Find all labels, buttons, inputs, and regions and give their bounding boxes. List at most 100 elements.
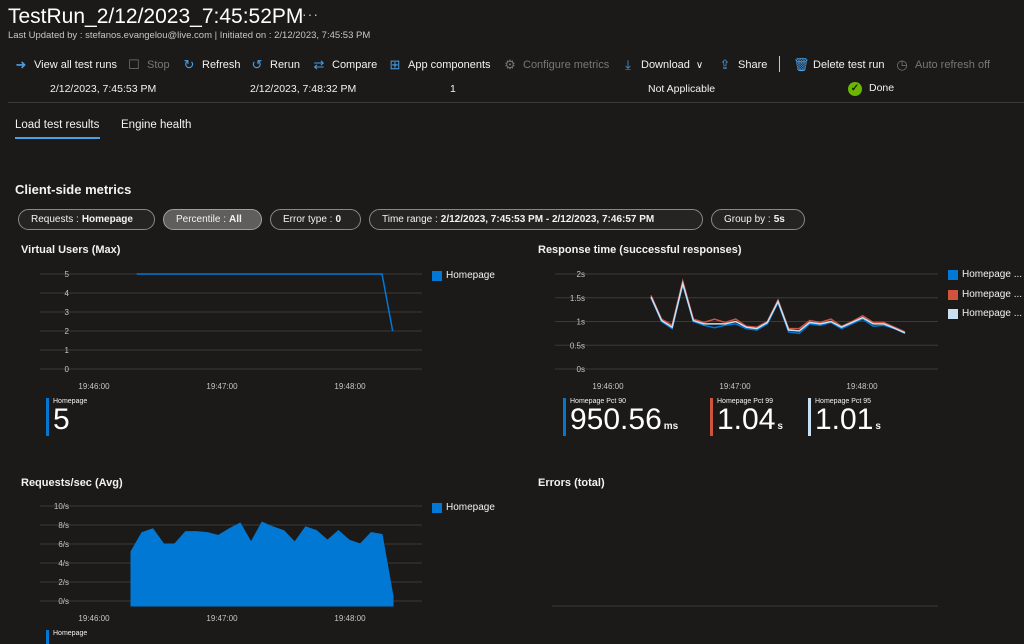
download-icon: ⤓ xyxy=(625,57,631,72)
refresh-button[interactable]: ↻ Refresh xyxy=(182,56,241,74)
rps-stat-bar xyxy=(46,630,49,644)
run-subtitle: Last Updated by : stefanos.evangelou@liv… xyxy=(8,30,371,41)
rt-legend-label-2: Homepage ... xyxy=(962,289,1023,300)
tab-engine-health[interactable]: Engine health xyxy=(121,119,192,131)
rt-series-line-1 xyxy=(650,281,906,335)
filter-group-by-value: 5s xyxy=(773,214,785,225)
check-circle-icon: ✓ xyxy=(848,82,862,96)
rt-stat-p95-unit: s xyxy=(875,421,881,432)
share-label: Share xyxy=(738,59,768,71)
vu-y-tick: 5 xyxy=(65,270,70,279)
rt-stat-p95-bar xyxy=(808,398,811,436)
rt-stat-p95-label: Homepage Pct 95 xyxy=(815,398,872,405)
filter-percentile-value: All xyxy=(229,214,242,225)
configure-metrics-button[interactable]: ⚙ Configure metrics xyxy=(503,56,609,74)
rt-x-tick: 19:48:00 xyxy=(846,382,878,391)
chevron-down-icon: ∨ xyxy=(695,59,704,71)
vu-stat: Homepage 5 xyxy=(46,398,87,436)
rt-stat-p90-bar xyxy=(563,398,566,436)
vu-x-tick: 19:46:00 xyxy=(78,382,110,391)
delete-label: Delete test run xyxy=(813,59,885,71)
view-all-test-runs-button[interactable]: ➜ View all test runs xyxy=(14,56,117,74)
trash-icon: 🗑 xyxy=(793,57,810,72)
vu-legend[interactable]: Homepage xyxy=(432,270,495,281)
stop-button[interactable]: ☐ Stop xyxy=(127,56,169,74)
more-options-button[interactable]: ··· xyxy=(302,6,319,22)
filter-error-type[interactable]: Error type :0 xyxy=(270,209,361,230)
rt-y-tick: 1s xyxy=(577,318,585,327)
rt-x-tick: 19:47:00 xyxy=(719,382,751,391)
rps-chart: 0/s 2/s 4/s 6/s 8/s 10/s 19:46:00 19:47:00 19:48… xyxy=(40,502,422,623)
run-end-time: 2/12/2023, 7:48:32 PM xyxy=(250,83,357,95)
vu-legend-label: Homepage xyxy=(446,270,495,281)
rt-stat-p95: Homepage Pct 95 1.01 s xyxy=(808,398,881,436)
filter-requests[interactable]: Requests : Homepage xyxy=(18,209,155,230)
filter-percentile-key: Percentile : xyxy=(176,214,227,225)
refresh-icon: ↻ xyxy=(183,57,195,72)
rt-legend-label-1: Homepage ... xyxy=(962,269,1023,280)
vu-stat-value: 5 xyxy=(53,403,70,436)
toolbar-divider xyxy=(779,56,780,72)
rt-stat-p99: Homepage Pct 99 1.04 s xyxy=(710,398,783,436)
rps-x-tick: 19:48:00 xyxy=(334,614,366,623)
filter-requests-key: Requests : xyxy=(31,214,79,225)
rt-chart-title: Response time (successful responses) xyxy=(538,244,742,256)
section-title: Client-side metrics xyxy=(15,182,132,197)
active-tab-indicator xyxy=(15,137,100,139)
rps-y-tick: 10/s xyxy=(54,502,69,511)
vu-legend-swatch xyxy=(432,270,442,281)
compare-button[interactable]: ⇄ Compare xyxy=(312,56,378,74)
tab-load-test-results[interactable]: Load test results xyxy=(15,119,100,131)
rt-legend-item-3[interactable]: Homepage ... xyxy=(948,308,1022,319)
rt-legend-item-1[interactable]: Homepage ... xyxy=(948,269,1022,280)
rt-series-line-3 xyxy=(650,280,906,334)
filter-time-range-value: 2/12/2023, 7:45:53 PM - 2/12/2023, 7:46:… xyxy=(440,214,655,225)
download-button[interactable]: ⤓ Download ∨ xyxy=(621,56,703,74)
refresh-label: Refresh xyxy=(202,59,241,71)
rt-x-tick: 19:46:00 xyxy=(592,382,624,391)
rt-stat-p90-value: 950.56 xyxy=(570,403,662,436)
app-components-button[interactable]: ⊞ App components xyxy=(388,56,491,74)
rt-legend-swatch-1 xyxy=(948,269,958,280)
rerun-label: Rerun xyxy=(270,59,300,71)
rerun-icon: ↺ xyxy=(251,57,263,72)
auto-refresh-button[interactable]: ◷ Auto refresh off xyxy=(895,56,990,74)
filter-requests-value: Homepage xyxy=(81,214,133,225)
rps-legend[interactable]: Homepage xyxy=(432,502,495,513)
delete-test-run-button[interactable]: 🗑 Delete test run xyxy=(793,56,885,74)
rps-y-tick: 0/s xyxy=(58,597,69,606)
rerun-button[interactable]: ↺ Rerun xyxy=(250,56,300,74)
run-engines: 1 xyxy=(450,83,456,95)
vu-chart-title: Virtual Users (Max) xyxy=(21,244,121,256)
compare-label: Compare xyxy=(332,59,378,71)
app-components-label: App components xyxy=(408,59,491,71)
stop-icon: ☐ xyxy=(128,57,140,72)
rps-x-tick: 19:47:00 xyxy=(206,614,238,623)
rt-stat-p90-unit: ms xyxy=(663,421,679,432)
rps-y-tick: 6/s xyxy=(58,540,69,549)
vu-y-tick: 1 xyxy=(65,346,70,355)
filter-group-by[interactable]: Group by :5s xyxy=(711,209,805,230)
download-label: Download xyxy=(641,59,690,71)
compare-icon: ⇄ xyxy=(313,57,325,72)
filter-percentile[interactable]: Percentile : All xyxy=(163,209,262,230)
gear-icon: ⚙ xyxy=(504,57,516,72)
page-title: TestRun_2/12/2023_7:45:52PM xyxy=(8,5,304,28)
share-button[interactable]: ⇪ Share xyxy=(718,56,768,74)
rt-legend-item-2[interactable]: Homepage ... xyxy=(948,289,1022,300)
rps-y-tick: 4/s xyxy=(58,559,69,568)
rt-stat-p90: Homepage Pct 90 950.56 ms xyxy=(563,398,678,436)
arrow-right-circle-icon: ➜ xyxy=(15,57,27,72)
rt-stat-p99-label: Homepage Pct 99 xyxy=(717,398,774,405)
rt-stat-p99-unit: s xyxy=(777,421,783,432)
filter-group-by-key: Group by : xyxy=(724,214,771,225)
rps-legend-label: Homepage xyxy=(446,502,495,513)
configure-metrics-label: Configure metrics xyxy=(523,59,610,71)
rt-y-tick: 2s xyxy=(577,270,585,279)
rt-y-tick: 0.5s xyxy=(570,341,585,350)
run-status: Done xyxy=(869,82,895,94)
rps-x-tick: 19:46:00 xyxy=(78,614,110,623)
filter-time-range[interactable]: Time range :2/12/2023, 7:45:53 PM - 2/12… xyxy=(369,209,703,230)
rt-y-tick: 1.5s xyxy=(570,294,585,303)
